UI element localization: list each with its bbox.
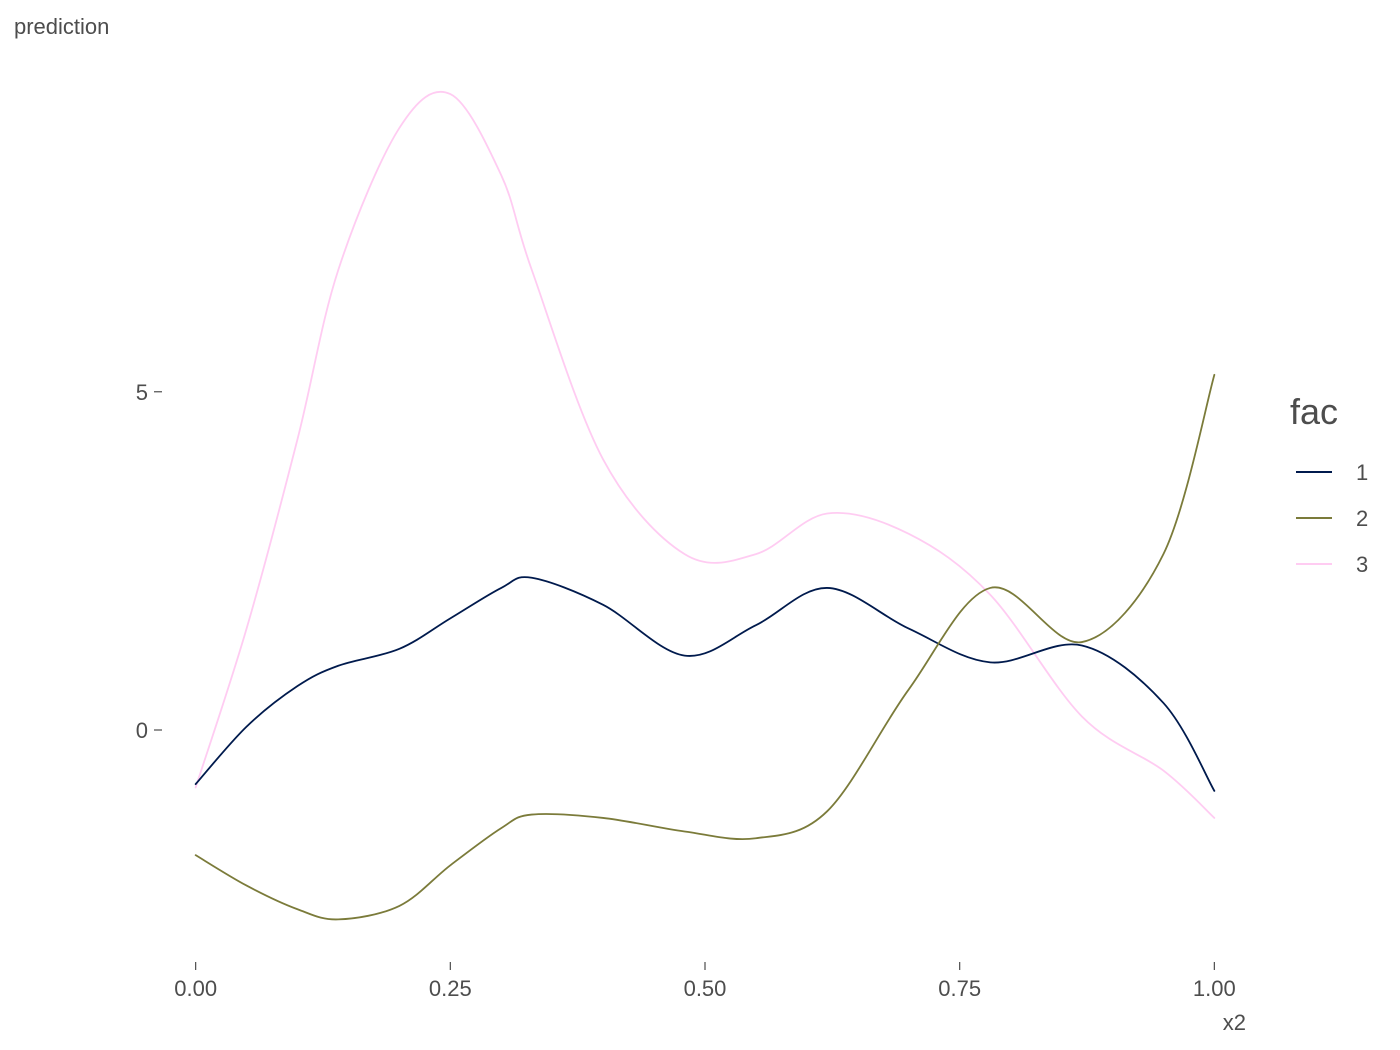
x-axis-title: x2 xyxy=(1223,1010,1246,1035)
series-line-3 xyxy=(194,90,1216,819)
series-line-2 xyxy=(194,373,1216,921)
y-tick-label: 5 xyxy=(136,380,148,405)
series-layer xyxy=(194,90,1216,921)
legend-label-2: 2 xyxy=(1356,506,1368,531)
x-tick-label: 0.00 xyxy=(174,976,217,1001)
x-tick-label: 0.75 xyxy=(938,976,981,1001)
x-tick-label: 1.00 xyxy=(1193,976,1236,1001)
legend: fac 1 2 3 xyxy=(1290,391,1368,577)
x-tick-label: 0.50 xyxy=(684,976,727,1001)
x-axis: 0.00 0.25 0.50 0.75 1.00 xyxy=(174,962,1236,1001)
x-tick-label: 0.25 xyxy=(429,976,472,1001)
legend-label-3: 3 xyxy=(1356,552,1368,577)
legend-title: fac xyxy=(1290,391,1338,432)
series-line-1 xyxy=(194,576,1216,792)
y-axis-title: prediction xyxy=(14,14,109,39)
y-tick-label: 0 xyxy=(136,718,148,743)
legend-label-1: 1 xyxy=(1356,460,1368,485)
y-axis: 05 xyxy=(136,380,162,743)
